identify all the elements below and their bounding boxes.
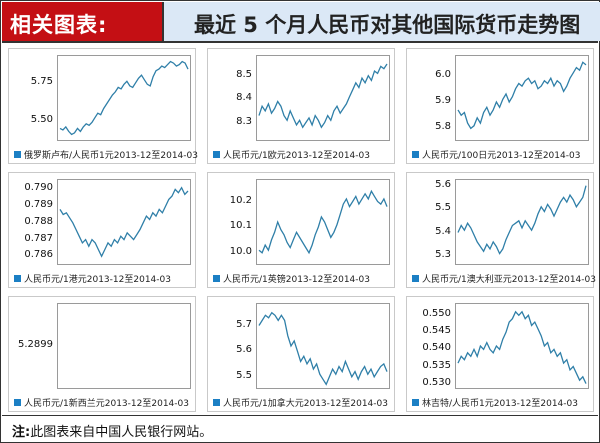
y-tick-label: 10.0 [229, 245, 252, 257]
chart-panel: 5.2899 人民币元/1新西兰元2013-12至2014-03 [8, 296, 196, 412]
legend-swatch [412, 151, 419, 158]
legend-label: 人民币元/1英镑2013-12至2014-03 [223, 275, 370, 285]
header-label-box: 相关图表: [2, 2, 162, 41]
y-tick-label: 10.1 [229, 220, 252, 232]
chart-grid: 5.75 5.50 俄罗斯卢布/人民币1元2013-12至2014-03 8.5 8.4… [8, 48, 596, 412]
y-tick-label: 0.545 [422, 325, 451, 337]
legend-label: 人民币元/1新西兰元2013-12至2014-03 [24, 399, 189, 409]
chart-svg [258, 311, 388, 386]
y-tick-label: 5.6 [236, 344, 252, 356]
legend-swatch [412, 275, 419, 282]
chart-svg [258, 189, 388, 255]
y-tick-label: 5.2899 [18, 339, 53, 350]
legend-label: 人民币元/1加拿大元2013-12至2014-03 [223, 399, 388, 409]
chart-legend: 人民币元/1港元2013-12至2014-03 [14, 272, 171, 285]
legend-swatch [14, 399, 21, 406]
legend-swatch [14, 151, 21, 158]
y-tick-label: 8.5 [236, 68, 252, 80]
chart-legend: 人民币元/1新西兰元2013-12至2014-03 [14, 396, 189, 409]
chart-svg [457, 310, 587, 384]
y-tick-label: 0.535 [422, 359, 451, 371]
legend-swatch [213, 275, 220, 282]
series-line [258, 311, 388, 386]
chart-panel: 8.5 8.4 8.3 人民币元/1欧元2013-12至2014-03 [207, 48, 395, 164]
series-line [258, 63, 388, 129]
y-tick-label: 5.7 [236, 318, 252, 330]
plot-area [455, 303, 589, 389]
series-line [59, 60, 189, 136]
chart-panel: 0.550 0.545 0.540 0.535 0.530 林吉特/人民币1元2013-1… [406, 296, 594, 412]
chart-svg [59, 186, 189, 258]
legend-label: 人民币元/1欧元2013-12至2014-03 [223, 151, 370, 161]
y-tick-label: 5.5 [236, 369, 252, 381]
chart-panel: 5.7 5.6 5.5 人民币元/1加拿大元2013-12至2014-03 [207, 296, 395, 412]
chart-panel: 5.6 5.5 5.4 5.3 人民币元/1澳大利亚元2013-12至2014-03 [406, 172, 596, 288]
footer-prefix: 注: [12, 425, 31, 440]
footer-bar: 注:此图表来自中国人民银行网站。 [2, 415, 598, 442]
y-tick-label: 0.789 [24, 199, 53, 211]
chart-legend: 俄罗斯卢布/人民币1元2013-12至2014-03 [14, 148, 198, 161]
y-tick-label: 5.6 [435, 178, 451, 190]
chart-legend: 人民币元/100日元2013-12至2014-03 [412, 148, 581, 161]
chart-legend: 人民币元/1澳大利亚元2013-12至2014-03 [412, 272, 596, 285]
plot-area [57, 55, 191, 141]
y-tick-label: 5.50 [30, 113, 53, 125]
y-tick-label: 10.2 [229, 194, 252, 206]
page-title: 最近 5 个月人民币对其他国际货币走势图 [194, 13, 581, 37]
y-tick-label: 0.540 [422, 342, 451, 354]
series-line [258, 189, 388, 255]
legend-swatch [412, 399, 419, 406]
y-tick-label: 0.786 [24, 249, 53, 261]
y-tick-label: 5.3 [435, 248, 451, 260]
legend-label: 人民币元/1澳大利亚元2013-12至2014-03 [422, 275, 596, 285]
plot-area [455, 179, 589, 265]
y-tick-label: 5.9 [435, 94, 451, 106]
series-line [457, 185, 587, 255]
y-tick-label: 0.788 [24, 215, 53, 227]
chart-panel: 5.75 5.50 俄罗斯卢布/人民币1元2013-12至2014-03 [8, 48, 198, 164]
series-line [59, 186, 189, 258]
legend-swatch [213, 151, 220, 158]
chart-panel: 10.2 10.1 10.0 人民币元/1英镑2013-12至2014-03 [207, 172, 395, 288]
chart-svg [258, 63, 388, 129]
series-line [457, 310, 587, 384]
chart-svg [457, 185, 587, 255]
legend-swatch [213, 399, 220, 406]
chart-svg [457, 61, 587, 130]
chart-panel: 0.790 0.789 0.788 0.787 0.786 人民币元/1港元2013-12… [8, 172, 196, 288]
legend-label: 人民币元/100日元2013-12至2014-03 [422, 151, 581, 161]
chart-svg [59, 60, 189, 136]
y-tick-label: 8.4 [236, 92, 252, 104]
legend-label: 林吉特/人民币1元2013-12至2014-03 [422, 399, 578, 409]
header-label: 相关图表: [10, 13, 108, 37]
chart-legend: 人民币元/1加拿大元2013-12至2014-03 [213, 396, 388, 409]
y-tick-label: 0.530 [422, 376, 451, 388]
y-tick-label: 0.787 [24, 232, 53, 244]
footer-text: 此图表来自中国人民银行网站。 [30, 425, 213, 440]
y-tick-label: 5.8 [435, 121, 451, 133]
chart-panel: 6.0 5.9 5.8 人民币元/100日元2013-12至2014-03 [406, 48, 594, 164]
legend-swatch [14, 275, 21, 282]
plot-area [455, 55, 589, 141]
chart-legend: 人民币元/1英镑2013-12至2014-03 [213, 272, 370, 285]
y-tick-label: 0.790 [24, 182, 53, 194]
header-bar: 相关图表: 最近 5 个月人民币对其他国际货币走势图 [2, 2, 600, 43]
plot-area [57, 179, 191, 265]
y-tick-label: 0.550 [422, 308, 451, 320]
plot-area [57, 303, 191, 389]
y-tick-label: 6.0 [435, 68, 451, 80]
legend-label: 俄罗斯卢布/人民币1元2013-12至2014-03 [24, 151, 198, 161]
y-tick-label: 8.3 [236, 115, 252, 127]
plot-area [256, 55, 390, 141]
footer-note: 注:此图表来自中国人民银行网站。 [12, 421, 212, 440]
legend-label: 人民币元/1港元2013-12至2014-03 [24, 275, 171, 285]
chart-legend: 人民币元/1欧元2013-12至2014-03 [213, 148, 370, 161]
y-tick-label: 5.5 [435, 202, 451, 214]
header-title-box: 最近 5 个月人民币对其他国际货币走势图 [162, 2, 600, 41]
chart-legend: 林吉特/人民币1元2013-12至2014-03 [412, 396, 578, 409]
y-tick-label: 5.4 [435, 225, 451, 237]
y-tick-label: 5.75 [30, 75, 53, 87]
series-line [457, 61, 587, 130]
